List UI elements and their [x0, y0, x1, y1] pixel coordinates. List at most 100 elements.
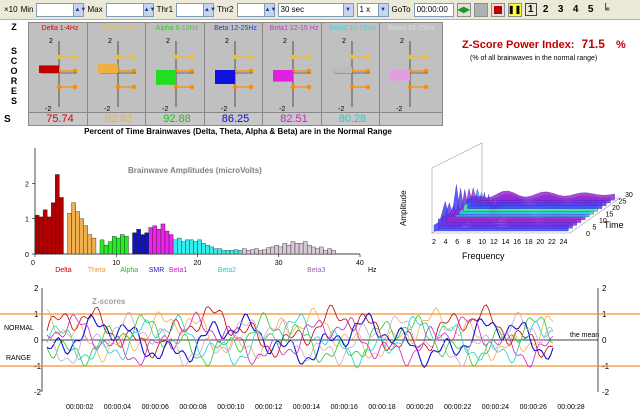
- zscore-box: Beta 12-25Hz 2 -2: [203, 22, 268, 114]
- amplitude-bar: [120, 234, 125, 255]
- zscore-trace: [46, 311, 554, 368]
- amplitude-bar: [111, 236, 117, 255]
- time-tick-label: 00:00:22: [444, 404, 471, 411]
- amplitude-bar: [319, 246, 324, 255]
- amplitude-bar: [323, 250, 328, 255]
- band-label: SMR: [149, 267, 165, 274]
- z-tick-right: 0: [602, 336, 607, 345]
- window-select[interactable]: 30 sec ▼: [277, 2, 354, 17]
- gauge-bottom-label: -2: [45, 106, 51, 113]
- stop-icon[interactable]: [473, 2, 488, 17]
- spin-icon[interactable]: ▲▼: [73, 3, 86, 16]
- amplitude-bar: [75, 211, 80, 255]
- page-3-button[interactable]: 3: [557, 4, 564, 15]
- power-index-label: Z-Score Power Index:: [462, 39, 575, 51]
- zscore-gauge: 2 -2: [97, 38, 136, 113]
- threshold-dot: [189, 68, 195, 74]
- frequency-tick: 22: [548, 239, 556, 246]
- zscore-trace: [46, 311, 554, 367]
- mean-label: the mean: [570, 332, 599, 339]
- speed-select[interactable]: 1 x ▼: [356, 2, 389, 17]
- zscore-trace: [46, 307, 554, 363]
- amplitude-bar: [201, 243, 206, 255]
- amplitude-bar: [83, 225, 89, 255]
- chevron-down-icon[interactable]: ▼: [377, 3, 388, 16]
- amplitude-bar: [59, 197, 64, 255]
- thr1-spinbox[interactable]: ▲▼: [176, 2, 216, 17]
- page-2-button[interactable]: 2: [542, 4, 549, 15]
- zscore-box-title: Alpha 8-12Hz: [155, 25, 199, 32]
- zscore-box-title: Beta 12-25Hz: [214, 25, 257, 32]
- y-tick-label: 2: [25, 181, 29, 188]
- threshold-dot: [248, 84, 253, 90]
- side-letter: S: [10, 46, 17, 56]
- amplitude-bar: [42, 209, 48, 255]
- threshold-dot: [248, 68, 253, 74]
- page-5-button[interactable]: 5: [587, 4, 594, 15]
- time-tick: 15: [606, 212, 614, 219]
- frequency-tick: 10: [478, 239, 486, 246]
- range-label: RANGE: [6, 355, 31, 362]
- spin-icon[interactable]: ▲▼: [203, 3, 216, 16]
- thr2-spinbox[interactable]: ▲▼: [236, 2, 276, 17]
- zscore-box: Alpha 8-12Hz 2 -2: [145, 22, 209, 114]
- gauge-top-label: 2: [342, 38, 346, 45]
- amplitude-bar: [290, 241, 296, 255]
- time-tick-label: 00:00:24: [482, 404, 509, 411]
- chevron-down-icon[interactable]: ▼: [342, 3, 353, 16]
- threshold-dot: [115, 84, 120, 90]
- amplitude-bar: [46, 216, 52, 255]
- zscores-side-label: Z S C O R E S: [3, 22, 25, 118]
- amplitude-label: Amplitude: [399, 190, 408, 226]
- time-tick-label: 00:00:28: [557, 404, 584, 411]
- threshold-dot: [407, 84, 413, 90]
- threshold-dot: [290, 84, 296, 90]
- spin-icon[interactable]: ▲▼: [263, 3, 276, 16]
- time-tick: 25: [619, 199, 627, 206]
- percent-caption: Percent of Time Brainwaves (Delta, Theta…: [84, 127, 392, 136]
- band-label: Delta: [55, 267, 71, 274]
- spin-icon[interactable]: ▲▼: [142, 3, 155, 16]
- time-label: Time: [604, 220, 624, 230]
- threshold-dot: [189, 54, 195, 60]
- percent-normal-value: 82.83: [86, 112, 151, 126]
- power-index-title: Z-Score Power Index: 71.5 %: [462, 37, 626, 51]
- amplitude-bar: [298, 243, 304, 255]
- amplitude-bar: [205, 244, 210, 255]
- amplitude-bar: [286, 244, 292, 255]
- amplitude-bar: [311, 246, 316, 255]
- threshold-dot: [365, 84, 370, 90]
- side-letter: Z: [11, 22, 17, 32]
- page-4-button[interactable]: 4: [572, 4, 579, 15]
- record-icon[interactable]: [490, 2, 505, 17]
- amplitude-bar: [176, 237, 182, 255]
- pause-icon[interactable]: ❚❚: [507, 2, 522, 17]
- min-spinbox[interactable]: ▲▼: [36, 2, 86, 17]
- zscore-bar: [273, 70, 293, 82]
- gauge-bottom-label: -2: [279, 106, 285, 113]
- layout-icon[interactable]: ╘: [602, 4, 610, 15]
- threshold-dot: [365, 68, 370, 74]
- frequency-tick: 2: [432, 239, 436, 246]
- threshold-dot: [173, 54, 179, 60]
- amplitude-bar: [38, 216, 44, 255]
- goto-input[interactable]: 00:00:00: [413, 2, 454, 17]
- amplitude-bar: [87, 234, 93, 255]
- chart-title: Brainwave Amplitudes (microVolts): [128, 166, 262, 175]
- play-icon[interactable]: ◀▶: [456, 2, 471, 17]
- page-1-button[interactable]: 1: [524, 3, 537, 16]
- amplitude-bar: [103, 244, 109, 255]
- gauge-bottom-label: -2: [396, 106, 402, 113]
- amplitude-bar: [160, 223, 166, 255]
- side-letter: C: [10, 56, 18, 66]
- x-tick-label: 30: [275, 260, 283, 267]
- time-tick-label: 00:00:10: [217, 404, 244, 411]
- amplitude-bar: [266, 247, 271, 255]
- zscore-bar: [39, 65, 59, 73]
- frequency-tick: 24: [560, 239, 568, 246]
- max-spinbox[interactable]: ▲▼: [105, 2, 155, 17]
- z-tick-right: -2: [602, 388, 610, 397]
- zscore-box: Beta2 15-18Hz 2 -2: [320, 22, 385, 114]
- amplitude-bar: [327, 248, 332, 255]
- zscore-box-title: Beta3 18-25Hz: [387, 25, 435, 32]
